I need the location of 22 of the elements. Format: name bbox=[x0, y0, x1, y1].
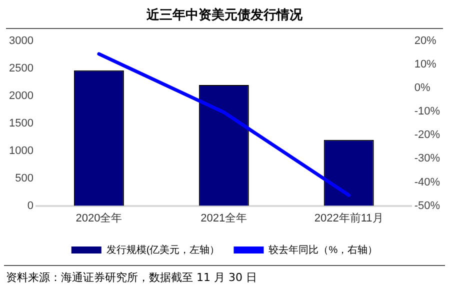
chart-title: 近三年中资美元债发行情况 bbox=[6, 4, 443, 29]
y2-tick-label: 0% bbox=[414, 82, 430, 94]
y-tick-label: 1500 bbox=[8, 117, 34, 130]
y-tick-label: 2500 bbox=[8, 62, 34, 74]
legend-label: 较去年同比（%，右轴） bbox=[268, 244, 378, 256]
y-tick-label: 500 bbox=[15, 172, 34, 184]
x-tick-label: 2022年前11月 bbox=[314, 212, 384, 224]
x-tick-label: 2020全年 bbox=[76, 212, 122, 224]
y2-tick-label: -10% bbox=[414, 106, 440, 118]
y-tick-label: 0 bbox=[27, 200, 34, 212]
y2-tick-label: 10% bbox=[414, 58, 437, 71]
y2-tick-label: -30% bbox=[414, 152, 440, 165]
x-tick-label: 2021全年 bbox=[200, 212, 248, 224]
y2-tick-label: -20% bbox=[414, 129, 440, 142]
y2-tick-label: 20% bbox=[414, 35, 437, 48]
y-tick-label: 3000 bbox=[8, 35, 34, 48]
y-tick-label: 1000 bbox=[8, 144, 34, 157]
y-tick-label: 2000 bbox=[8, 90, 34, 102]
legend-label: 发行规模(亿美元，左轴） bbox=[106, 244, 220, 256]
y2-tick-label: -40% bbox=[414, 176, 440, 188]
text: 资料来源：海通证券研究所，数据截至 11 月 30 日 bbox=[5, 270, 258, 286]
y2-tick-label: -50% bbox=[414, 200, 440, 212]
